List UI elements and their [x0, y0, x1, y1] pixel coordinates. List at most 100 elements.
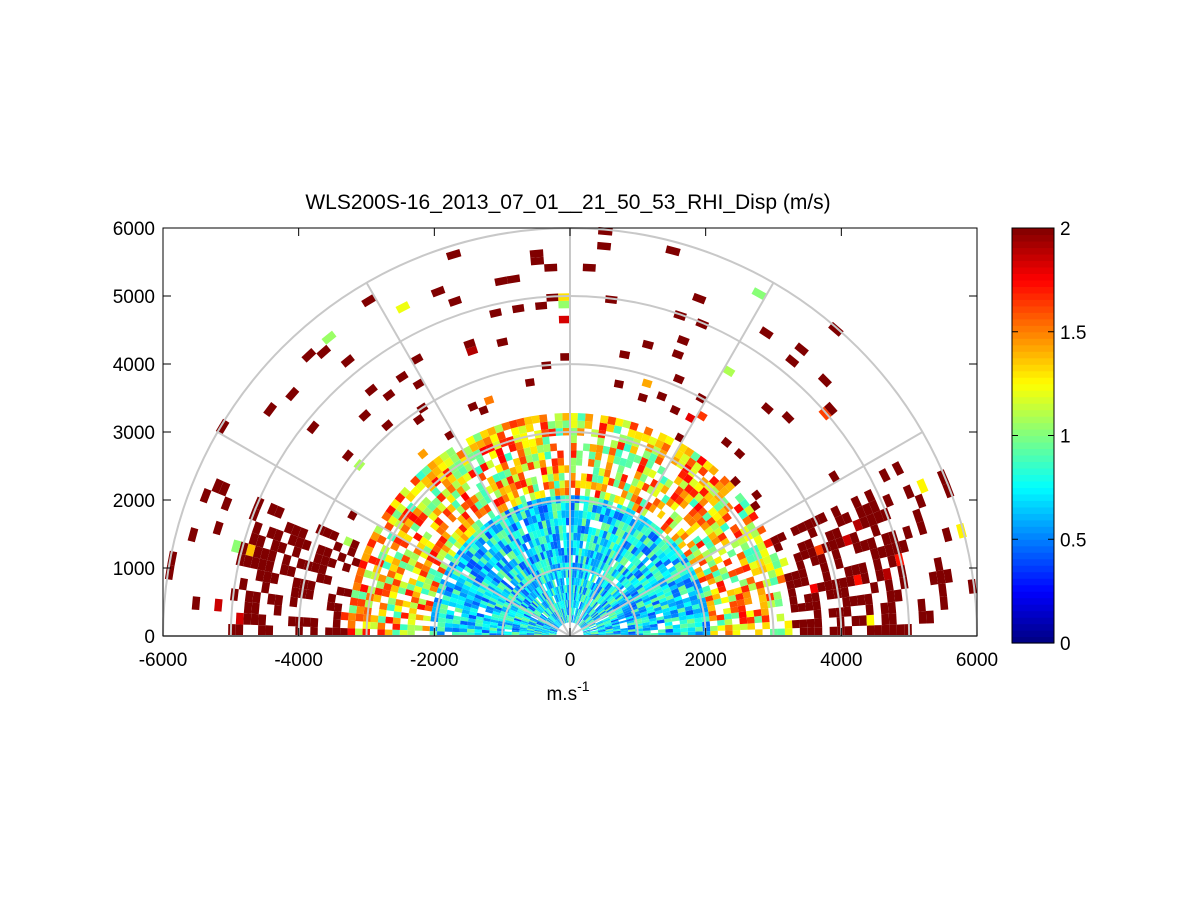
data-cell: [549, 488, 556, 497]
data-cell: [632, 520, 641, 530]
data-cell: [640, 516, 649, 526]
data-cell: [656, 590, 665, 597]
data-cell: [515, 464, 524, 474]
data-cell: [636, 586, 645, 594]
data-cell: [565, 600, 567, 608]
data-cell: [613, 591, 621, 599]
data-cell: [486, 475, 496, 486]
data-cell: [575, 616, 579, 624]
data-cell: [446, 493, 456, 504]
data-cell: [509, 498, 518, 508]
data-cell: [550, 580, 555, 589]
data-cell: [273, 529, 284, 542]
data-cell: [479, 497, 488, 507]
data-cell: [447, 513, 457, 523]
data-cell: [525, 423, 534, 433]
data-cell: [646, 561, 655, 570]
data-cell: [600, 483, 608, 493]
data-cell: [354, 574, 364, 584]
data-cell: [590, 633, 599, 635]
data-cell: [625, 533, 633, 542]
data-cell: [587, 589, 593, 597]
data-cell: [525, 454, 533, 464]
colorbar-swatch: [1012, 383, 1054, 391]
data-cell: [512, 623, 521, 628]
data-cell: [465, 435, 476, 446]
data-cell: [582, 603, 587, 611]
data-cell: [846, 575, 856, 587]
data-cell: [439, 451, 450, 462]
data-cell: [471, 522, 480, 532]
data-cell: [663, 558, 672, 567]
data-cell: [567, 615, 569, 623]
colorbar-swatch: [1012, 409, 1054, 417]
data-cell: [441, 599, 450, 606]
data-cell: [511, 631, 520, 635]
data-cell: [320, 555, 330, 567]
data-cell: [676, 565, 686, 574]
colorbar-swatch: [1012, 480, 1054, 488]
data-cell: [556, 510, 562, 519]
data-cell: [523, 517, 530, 527]
data-cell: [631, 502, 640, 512]
data-cell: [478, 570, 487, 579]
data-cell: [591, 612, 599, 619]
data-cell: [556, 619, 562, 626]
data-cell: [507, 613, 516, 618]
data-cell: [651, 600, 660, 606]
data-cell: [571, 600, 573, 608]
data-cell: [583, 631, 591, 634]
data-cell: [624, 570, 632, 578]
data-cell: [829, 626, 838, 636]
data-cell: [559, 578, 563, 586]
data-cell: [619, 556, 627, 565]
data-cell: [518, 425, 527, 435]
data-cell: [479, 603, 488, 609]
data-cell: [482, 564, 491, 573]
data-cell: [759, 548, 770, 559]
data-cell: [776, 531, 787, 543]
data-cell: [646, 608, 655, 614]
data-cell: [614, 593, 622, 600]
x-tick-label: -2000: [410, 650, 459, 671]
data-cell: [535, 624, 543, 629]
data-cell: [525, 596, 533, 604]
data-cell: [453, 540, 463, 550]
data-cell: [496, 571, 505, 580]
data-cell: [526, 595, 534, 602]
data-cell: [679, 588, 688, 596]
data-cell: [610, 618, 619, 623]
data-cell: [455, 580, 464, 588]
data-cell: [310, 562, 321, 573]
data-cell: [687, 622, 696, 628]
data-cell: [488, 600, 497, 606]
data-cell: [541, 633, 550, 635]
data-cell: [872, 558, 883, 571]
colorbar-swatch: [1012, 448, 1054, 456]
data-cell: [855, 505, 867, 519]
data-cell: [623, 482, 631, 492]
data-cell: [499, 511, 508, 521]
data-cell: [583, 630, 591, 634]
data-cell: [806, 618, 815, 628]
data-cell: [939, 596, 949, 610]
data-cell: [529, 492, 536, 501]
data-cell: [508, 507, 516, 517]
data-cell: [548, 549, 554, 558]
data-cell: [711, 511, 722, 522]
data-cell: [652, 545, 661, 554]
data-cell: [377, 629, 385, 636]
data-cell: [492, 534, 501, 543]
data-cell: [678, 615, 687, 621]
data-cell: [665, 594, 674, 601]
data-cell: [624, 542, 632, 551]
data-cell: [594, 593, 600, 601]
data-cell: [433, 516, 444, 527]
data-cell: [468, 558, 477, 567]
data-cell: [492, 498, 501, 508]
data-cell: [604, 625, 613, 629]
data-cell: [591, 543, 597, 551]
data-cell: [573, 517, 579, 526]
data-cell: [597, 586, 603, 594]
data-cell: [521, 601, 529, 608]
